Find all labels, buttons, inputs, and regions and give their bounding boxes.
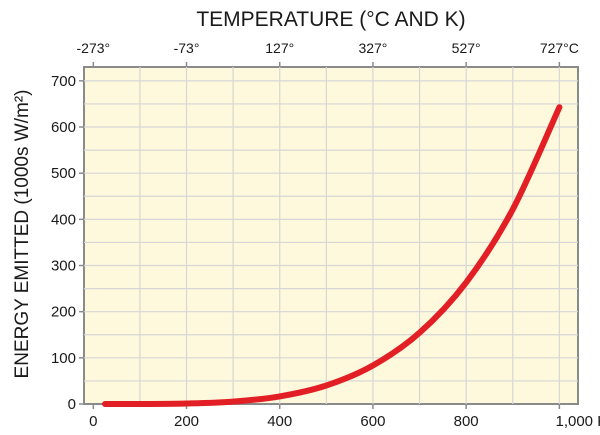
- top-tick-label: 327°: [358, 40, 387, 56]
- plot-area: [83, 66, 579, 405]
- x-tick-label: 0: [89, 413, 97, 430]
- top-tick-label: 727°C: [540, 40, 579, 56]
- y-axis-label: ENERGY EMITTED (1000s W/m²): [12, 90, 33, 379]
- x-tick-label: 600: [360, 413, 385, 430]
- y-tick-label: 700: [51, 73, 76, 90]
- y-tick-label: 200: [51, 304, 76, 321]
- y-tick-label: 300: [51, 258, 76, 275]
- x-tick-label: 1,000 K: [555, 413, 600, 430]
- axis-ticks: 0 200 400 600 800 1,000 K -273° -73° 127° 327° 527…: [51, 40, 600, 430]
- y-tick-label: 100: [51, 350, 76, 367]
- top-tick-label: 527°: [452, 40, 481, 56]
- grid: [84, 67, 578, 404]
- y-tick-label: 600: [51, 119, 76, 136]
- top-tick-label: -273°: [77, 40, 111, 56]
- series-line: [102, 104, 563, 407]
- x-tick-label: 200: [174, 413, 199, 430]
- chart-title: TEMPERATURE (°C AND K): [196, 8, 465, 31]
- x-tick-label: 400: [267, 413, 292, 430]
- top-tick-label: 127°: [265, 40, 294, 56]
- y-tick-label: 500: [51, 165, 76, 182]
- y-tick-label: 400: [51, 211, 76, 228]
- top-tick-label: -73°: [174, 40, 200, 56]
- x-tick-label: 800: [454, 413, 479, 430]
- y-tick-label: 0: [68, 396, 76, 413]
